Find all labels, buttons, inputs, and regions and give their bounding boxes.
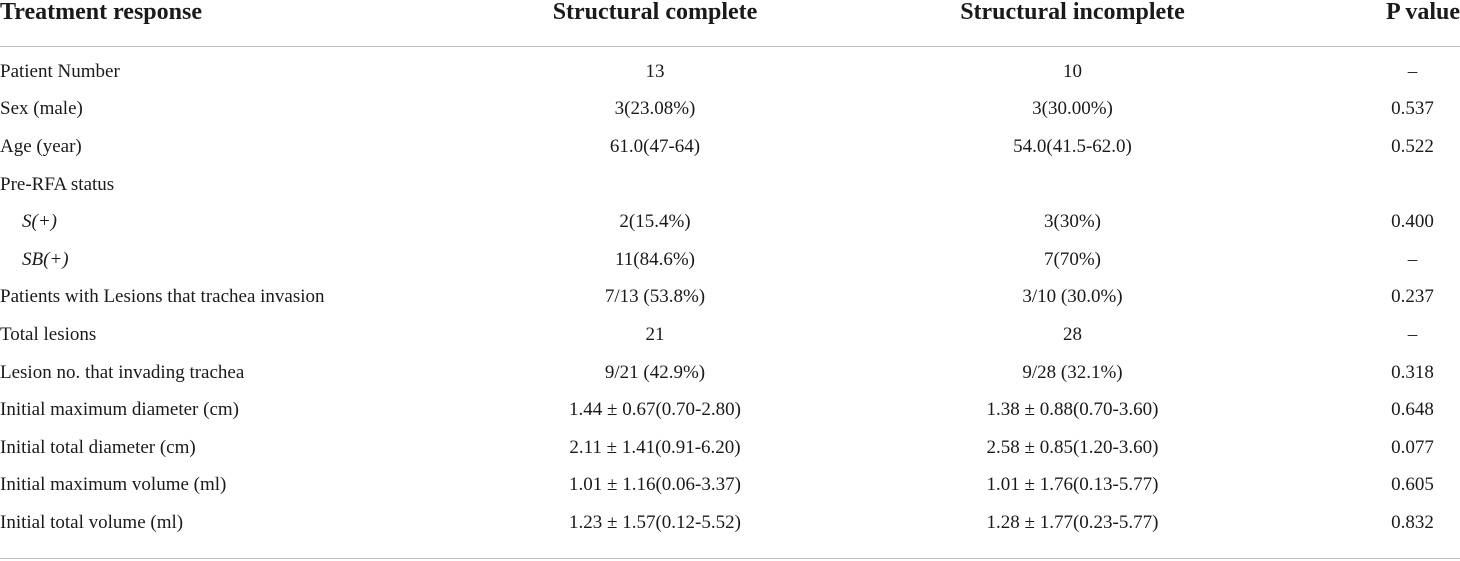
header-structural-complete: Structural complete [490,0,820,47]
cell-incomplete: 3(30.00%) [1032,98,1113,120]
row-label: Age (year) [0,135,82,157]
cell-complete: 1.01 ± 1.16(0.06-3.37) [569,474,741,496]
header-p-value: P value [1325,0,1460,47]
cell-p-value: 0.832 [1391,511,1434,533]
cell-complete [490,166,820,204]
row-label: Total lesions [0,323,97,345]
cell-p-value [1325,166,1460,204]
table-row: Initial maximum volume (ml) 1.01 ± 1.16(… [0,467,1460,505]
cell-complete: 3(23.08%) [614,98,696,120]
cell-incomplete [820,166,1325,204]
table-row: Age (year) 61.0(47-64) 54.0(41.5-62.0) 0… [0,128,1460,166]
cell-complete: 2.11 ± 1.41(0.91-6.20) [569,436,741,458]
header-row: Treatment response Structural complete S… [0,0,1460,47]
cell-complete: 21 [645,323,665,345]
cell-complete: 2(15.4%) [619,211,691,233]
cell-incomplete: 2.58 ± 0.85(1.20-3.60) [986,436,1159,458]
row-label: SB(+) [22,248,69,270]
row-label: Pre-RFA status [0,173,115,195]
cell-complete: 13 [645,60,665,82]
table-row: S(+) 2(15.4%) 3(30%) 0.400 [0,203,1460,241]
cell-incomplete: 3/10 (30.0%) [1022,286,1123,308]
table-header: Treatment response Structural complete S… [0,0,1460,47]
row-label: Sex (male) [0,98,83,120]
cell-p-value: 0.537 [1391,98,1434,120]
cell-incomplete: 10 [1063,60,1082,82]
table-row: Initial total diameter (cm) 2.11 ± 1.41(… [0,429,1460,467]
cell-incomplete: 1.38 ± 0.88(0.70-3.60) [986,399,1159,421]
table-row: Patient Number 13 10 – [0,47,1460,91]
cell-p-value: 0.237 [1391,286,1434,308]
table-row: SB(+) 11(84.6%) 7(70%) – [0,241,1460,279]
cell-p-value: 0.318 [1391,361,1434,383]
cell-complete: 7/13 (53.8%) [604,286,706,308]
cell-incomplete: 3(30%) [1044,211,1101,233]
row-label: Initial total volume (ml) [0,511,184,533]
table-row: Initial total volume (ml) 1.23 ± 1.57(0.… [0,504,1460,542]
cell-complete: 11(84.6%) [614,248,696,270]
table-bottom-rule [0,558,1460,559]
cell-incomplete: 7(70%) [1044,248,1101,270]
cell-incomplete: 9/28 (32.1%) [1022,361,1123,383]
row-label: Patient Number [0,60,120,82]
cell-p-value: 0.605 [1391,474,1434,496]
results-table: Treatment response Structural complete S… [0,0,1460,542]
row-label: Patients with Lesions that trachea invas… [0,286,325,308]
row-label: Initial maximum diameter (cm) [0,399,240,421]
row-label: Lesion no. that invading trachea [0,361,245,383]
cell-p-value: 0.400 [1391,211,1434,233]
cell-p-value: 0.648 [1391,399,1434,421]
table-body: Patient Number 13 10 – Sex (male) 3(23.0… [0,47,1460,542]
row-label: S(+) [22,211,57,233]
header-treatment-response: Treatment response [0,0,490,47]
table-row: Sex (male) 3(23.08%) 3(30.00%) 0.537 [0,91,1460,129]
cell-p-value: 0.077 [1391,436,1434,458]
cell-incomplete: 1.28 ± 1.77(0.23-5.77) [986,511,1159,533]
cell-p-value: – [1407,323,1418,345]
row-label: Initial total diameter (cm) [0,436,196,458]
cell-complete: 1.44 ± 0.67(0.70-2.80) [569,399,741,421]
table-row: Total lesions 21 28 – [0,316,1460,354]
table-row: Patients with Lesions that trachea invas… [0,279,1460,317]
header-structural-incomplete: Structural incomplete [820,0,1325,47]
cell-p-value: 0.522 [1391,135,1434,157]
cell-p-value: – [1407,248,1418,270]
cell-p-value: – [1407,60,1418,82]
cell-complete: 9/21 (42.9%) [604,361,706,383]
cell-complete: 61.0(47-64) [609,135,701,157]
table-row: Initial maximum diameter (cm) 1.44 ± 0.6… [0,391,1460,429]
cell-incomplete: 28 [1063,323,1082,345]
row-label: Initial maximum volume (ml) [0,474,227,496]
cell-complete: 1.23 ± 1.57(0.12-5.52) [569,511,741,533]
cell-incomplete: 1.01 ± 1.76(0.13-5.77) [986,474,1159,496]
table-row: Lesion no. that invading trachea 9/21 (4… [0,354,1460,392]
cell-incomplete: 54.0(41.5-62.0) [1013,135,1132,157]
table-row: Pre-RFA status [0,166,1460,204]
